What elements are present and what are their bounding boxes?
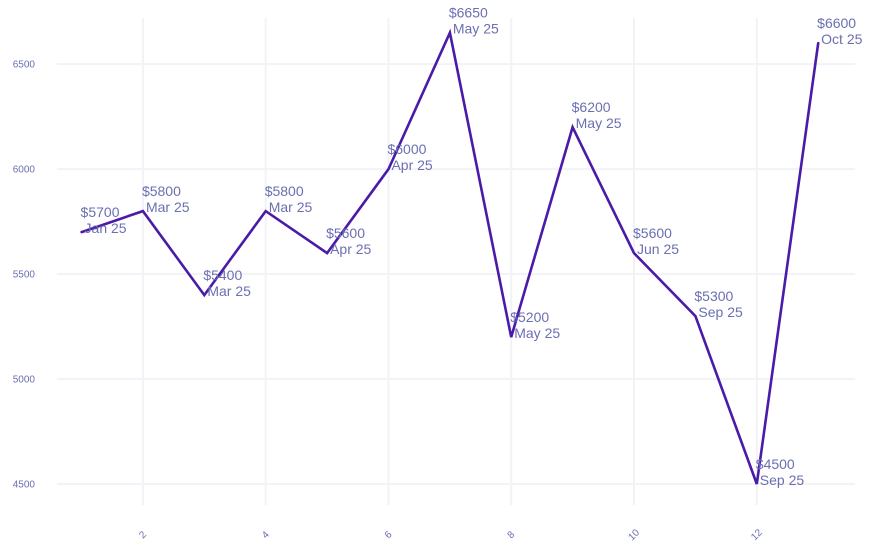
x-tick-label: 8 [506, 529, 518, 541]
data-label-value: $5800 [265, 183, 304, 199]
data-label-date: Sep 25 [760, 472, 805, 488]
x-tick-label: 4 [260, 529, 272, 541]
series-line [80, 28, 820, 485]
y-tick-label: 5500 [13, 270, 36, 281]
data-label-date: Mar 25 [207, 283, 251, 299]
data-label-value: $6000 [387, 141, 426, 157]
data-label-value: $6650 [449, 5, 488, 21]
data-label-date: Mar 25 [269, 199, 313, 215]
x-tick-label: 6 [383, 529, 395, 541]
y-tick-label: 4500 [13, 480, 36, 491]
data-label-date: May 25 [514, 325, 560, 341]
data-label-date: Sep 25 [698, 304, 743, 320]
y-axis-ticks: 4500 5000 5500 6000 6500 [13, 60, 36, 491]
data-label-value: $5300 [694, 288, 733, 304]
data-label-value: $5400 [203, 267, 242, 283]
x-axis-ticks: 2 4 6 8 10 12 [137, 527, 765, 543]
data-label-date: Oct 25 [821, 31, 862, 47]
y-tick-label: 6500 [13, 60, 36, 71]
y-tick-label: 5000 [13, 375, 36, 386]
data-label-date: May 25 [576, 115, 622, 131]
grid [57, 18, 855, 505]
data-label-date: Mar 25 [146, 199, 190, 215]
data-label-date: Jun 25 [637, 241, 679, 257]
data-label-date: Apr 25 [391, 157, 432, 173]
data-label-date: Apr 25 [330, 241, 371, 257]
x-tick-label: 12 [749, 527, 765, 543]
x-tick-label: 2 [137, 529, 149, 541]
data-label-value: $5700 [81, 204, 120, 220]
data-label-value: $5600 [633, 225, 672, 241]
data-label-value: $6200 [572, 99, 611, 115]
data-label-value: $5200 [510, 309, 549, 325]
data-label-value: $4500 [756, 456, 795, 472]
data-label-date: May 25 [453, 21, 499, 37]
data-label-date: Jan 25 [85, 220, 127, 236]
x-tick-label: 10 [626, 527, 642, 543]
y-tick-label: 6000 [13, 165, 36, 176]
data-label-value: $5600 [326, 225, 365, 241]
data-label-value: $6600 [817, 15, 856, 31]
data-label-value: $5800 [142, 183, 181, 199]
